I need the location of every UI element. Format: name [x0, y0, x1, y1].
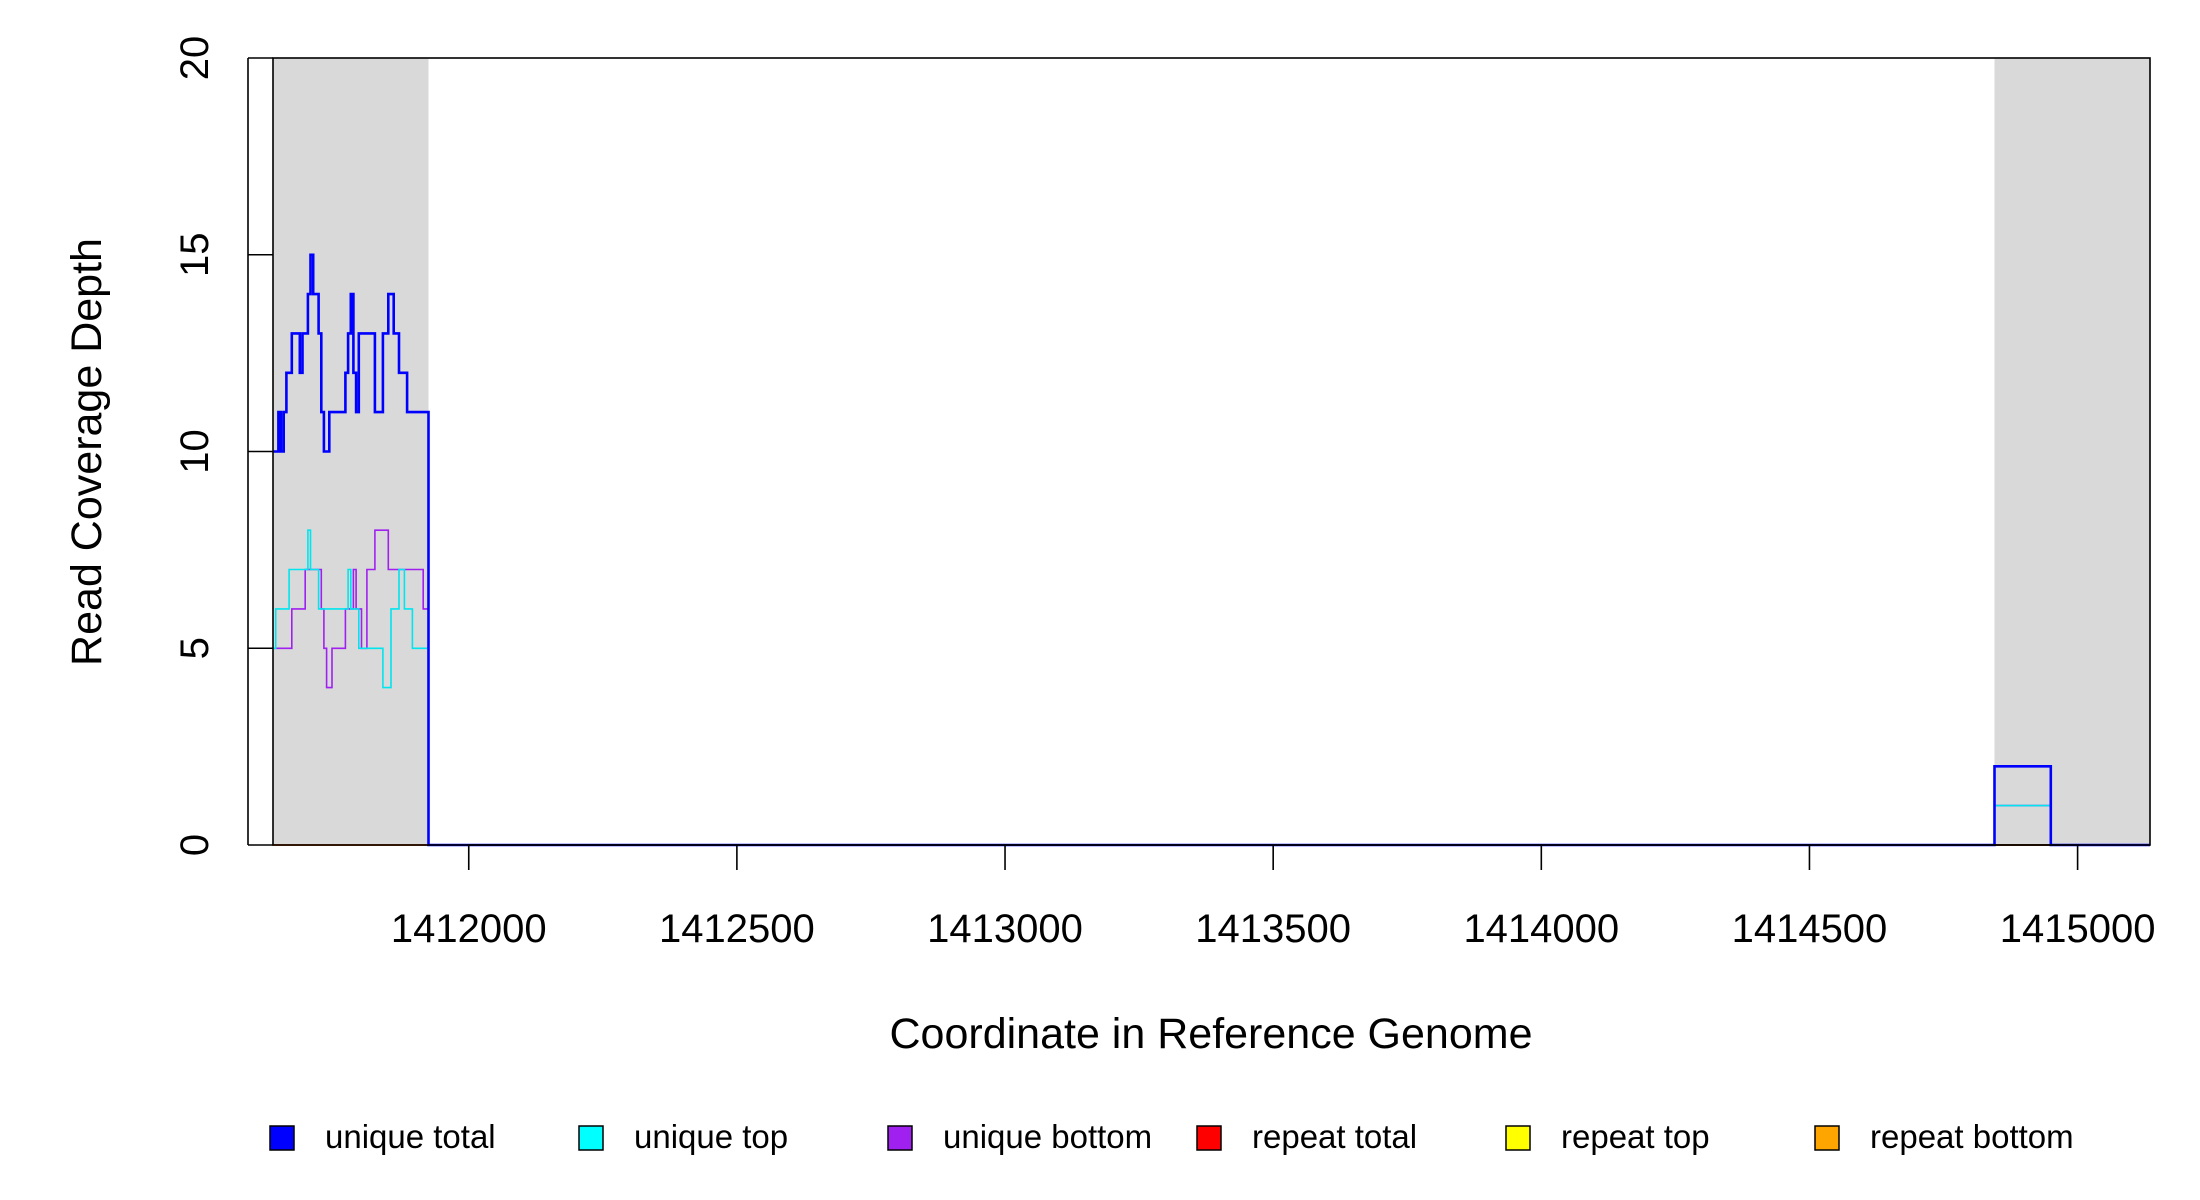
legend-swatch-repeat-top	[1505, 1125, 1531, 1151]
legend-label-repeat-bottom: repeat bottom	[1870, 1118, 2074, 1155]
plot-frame	[272, 57, 2151, 846]
y-tick-label-0: 0	[173, 834, 217, 856]
x-tick-label-1414500: 1414500	[1732, 907, 1888, 951]
x-axis-label: Coordinate in Reference Genome	[890, 1010, 1533, 1058]
x-tick-label-1412500: 1412500	[659, 907, 815, 951]
series-unique-top	[273, 529, 2150, 846]
y-axis: 0 5 10 15 20	[173, 36, 273, 856]
legend-swatch-repeat-bottom	[1814, 1125, 1840, 1151]
legend-swatch-unique-bottom	[887, 1125, 913, 1151]
legend-label-repeat-top: repeat top	[1561, 1118, 1710, 1155]
y-tick-label-15: 15	[173, 233, 217, 278]
legend-swatch-unique-top	[578, 1125, 604, 1151]
x-tick-label-1413000: 1413000	[927, 907, 1083, 951]
legend-label-unique-total: unique total	[325, 1118, 496, 1155]
series-lines	[273, 253, 2150, 847]
legend-label-unique-top: unique top	[634, 1118, 788, 1155]
legend-label-repeat-total: repeat total	[1252, 1118, 1417, 1155]
series-unique-total	[273, 253, 2150, 847]
legend-label-unique-bottom: unique bottom	[943, 1118, 1152, 1155]
x-axis: 1412000 1412500 1413000 1413500 1414000 14145…	[391, 844, 2156, 951]
y-tick-label-20: 20	[173, 36, 217, 81]
y-axis-label: Read Coverage Depth	[63, 238, 111, 666]
legend: unique total unique top unique bottom repea…	[269, 1118, 2074, 1155]
shaded-regions	[273, 58, 2150, 845]
shaded-region-2	[1994, 58, 2150, 845]
y-tick-label-5: 5	[173, 637, 217, 659]
shaded-region-1	[273, 58, 429, 845]
x-tick-label-1415000: 1415000	[2000, 907, 2156, 951]
legend-swatch-unique-total	[269, 1125, 295, 1151]
y-tick-label-10: 10	[173, 429, 217, 474]
x-tick-label-1414000: 1414000	[1463, 907, 1619, 951]
x-tick-label-1413500: 1413500	[1195, 907, 1351, 951]
series-unique-bottom	[273, 529, 2150, 846]
x-tick-label-1412000: 1412000	[391, 907, 547, 951]
legend-swatch-repeat-total	[1196, 1125, 1222, 1151]
